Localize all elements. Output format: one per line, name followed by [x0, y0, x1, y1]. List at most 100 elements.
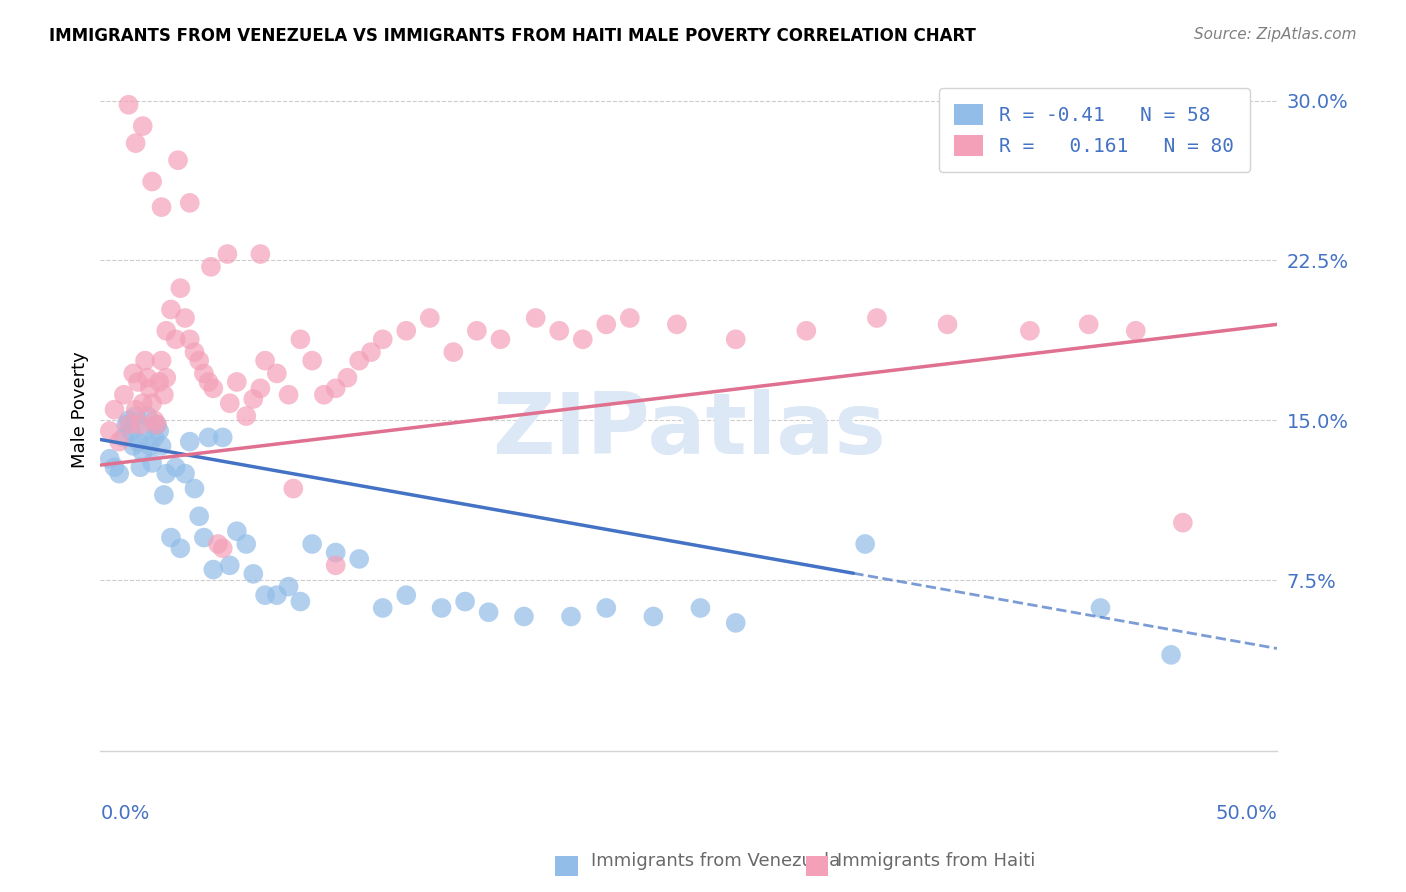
Text: ZIPatlas: ZIPatlas	[492, 389, 886, 472]
Text: 50.0%: 50.0%	[1215, 804, 1277, 823]
Y-axis label: Male Poverty: Male Poverty	[72, 351, 89, 468]
Point	[143, 430, 166, 444]
Point	[211, 430, 233, 444]
Point	[595, 601, 617, 615]
Point	[419, 310, 441, 325]
Point	[478, 605, 501, 619]
Point	[124, 402, 146, 417]
Point	[136, 409, 159, 423]
Text: Immigrants from Haiti: Immigrants from Haiti	[837, 852, 1035, 870]
Point	[134, 353, 156, 368]
Point	[136, 370, 159, 384]
Point	[571, 332, 593, 346]
Point	[98, 424, 121, 438]
Point	[266, 588, 288, 602]
Point	[193, 531, 215, 545]
Point	[139, 381, 162, 395]
Point	[853, 537, 876, 551]
Point	[242, 566, 264, 581]
Point	[254, 588, 277, 602]
Point	[218, 396, 240, 410]
Point	[211, 541, 233, 556]
Point	[266, 367, 288, 381]
Point	[235, 409, 257, 423]
Point	[1090, 601, 1112, 615]
Point	[689, 601, 711, 615]
Point	[225, 375, 247, 389]
Point	[150, 353, 173, 368]
Point	[866, 310, 889, 325]
Point	[124, 409, 146, 423]
Point	[141, 456, 163, 470]
Point	[325, 558, 347, 573]
Point	[179, 434, 201, 449]
Point	[165, 332, 187, 346]
Point	[183, 345, 205, 359]
Point	[169, 281, 191, 295]
Point	[277, 388, 299, 402]
Text: 0.0%: 0.0%	[100, 804, 149, 823]
Point	[1160, 648, 1182, 662]
Point	[560, 609, 582, 624]
Point	[360, 345, 382, 359]
Point	[277, 580, 299, 594]
Point	[148, 424, 170, 438]
Point	[548, 324, 571, 338]
Point	[207, 537, 229, 551]
Point	[174, 310, 197, 325]
Point	[290, 332, 312, 346]
Point	[430, 601, 453, 615]
Point	[120, 424, 142, 438]
Point	[122, 367, 145, 381]
Point	[347, 552, 370, 566]
Point	[132, 396, 155, 410]
Point	[129, 417, 152, 432]
Point	[143, 413, 166, 427]
Point	[122, 439, 145, 453]
Point	[155, 324, 177, 338]
Point	[336, 370, 359, 384]
Point	[395, 588, 418, 602]
Point	[454, 594, 477, 608]
Point	[155, 370, 177, 384]
Point	[1077, 318, 1099, 332]
Point	[115, 417, 138, 432]
Point	[179, 332, 201, 346]
Point	[150, 439, 173, 453]
Point	[301, 537, 323, 551]
Point	[665, 318, 688, 332]
Point	[153, 488, 176, 502]
Point	[1125, 324, 1147, 338]
Point	[489, 332, 512, 346]
Point	[235, 537, 257, 551]
Point	[249, 247, 271, 261]
Text: IMMIGRANTS FROM VENEZUELA VS IMMIGRANTS FROM HAITI MALE POVERTY CORRELATION CHAR: IMMIGRANTS FROM VENEZUELA VS IMMIGRANTS …	[49, 27, 976, 45]
Point	[200, 260, 222, 274]
Point	[249, 381, 271, 395]
Point	[124, 136, 146, 150]
Point	[179, 195, 201, 210]
Point	[312, 388, 335, 402]
Point	[139, 439, 162, 453]
Point	[441, 345, 464, 359]
Point	[153, 388, 176, 402]
Point	[169, 541, 191, 556]
Point	[127, 434, 149, 449]
Point	[218, 558, 240, 573]
Point	[283, 482, 305, 496]
Point	[112, 388, 135, 402]
Point	[160, 302, 183, 317]
Point	[193, 367, 215, 381]
Point	[217, 247, 239, 261]
Point	[465, 324, 488, 338]
Point	[150, 200, 173, 214]
Point	[188, 353, 211, 368]
Point	[202, 381, 225, 395]
Text: Immigrants from Venezuela: Immigrants from Venezuela	[591, 852, 839, 870]
Point	[167, 153, 190, 168]
Point	[127, 375, 149, 389]
Point	[117, 97, 139, 112]
Point	[129, 460, 152, 475]
Point	[371, 601, 394, 615]
Point	[117, 417, 139, 432]
